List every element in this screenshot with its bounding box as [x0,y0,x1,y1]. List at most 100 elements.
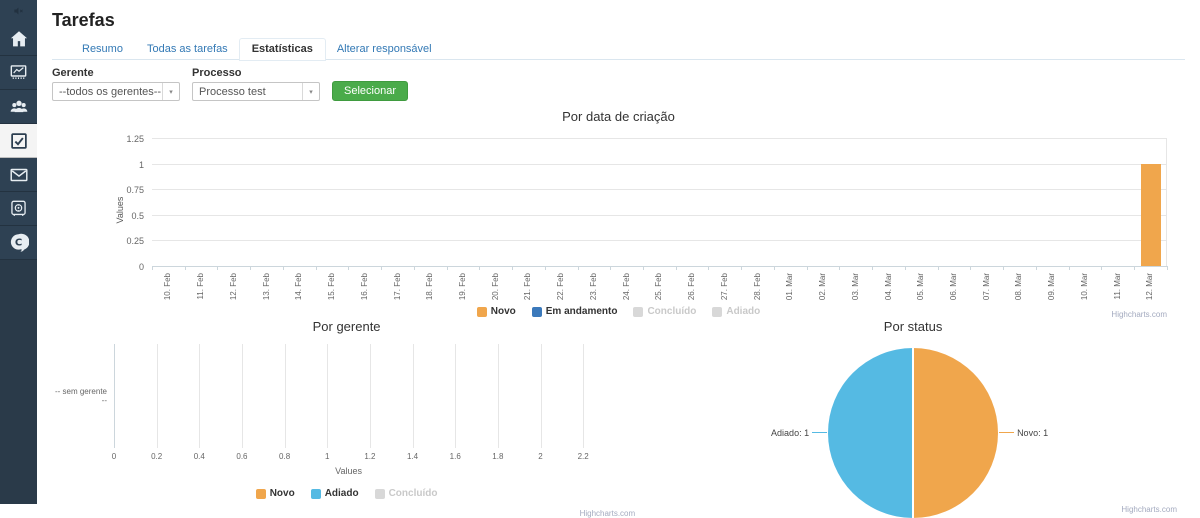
legend-swatch [374,488,385,499]
gridline: 0.25 [126,236,1167,246]
bottom-charts-row: Por gerente -- sem gerente -- 0 0.2 0.4 0.6… [52,319,1185,518]
gerente-select[interactable]: --todos os gerentes-- ▾ [52,82,180,101]
sidebar-item-safe[interactable] [0,192,37,226]
highcharts-credit[interactable]: Highcharts.com [1121,505,1177,514]
legend-item[interactable]: Adiado [310,488,359,499]
page-title: Tarefas [52,10,115,30]
gridline [369,344,371,448]
x-tick-label: 14. Feb [294,273,304,301]
gridline [284,344,286,448]
y-tick-label: 0 [138,262,144,272]
users-icon [10,100,27,112]
x-tick-label: 13. Feb [261,273,271,301]
x-category: 02. Mar [806,266,840,304]
x-category: 01. Mar [773,266,807,304]
x-tick-label: 1.2 [364,452,376,461]
gridline: 0.5 [131,211,1167,221]
x-category: 05. Mar [904,266,938,304]
legend-item[interactable]: Novo [476,306,516,317]
x-category: 14. Feb [282,266,316,304]
x-axis: 10. Feb 11. Feb 12. Feb 13. Feb 14. Feb … [152,266,1168,304]
processo-select-value: Processo test [199,85,266,98]
legend-item[interactable]: Novo [255,488,295,499]
x-category: 22. Feb [544,266,578,304]
chevron-down-icon: ▾ [162,83,179,100]
chart-por-data-de-criacao: Por data de criação Values 1.25 1 0.75 0… [52,109,1185,319]
x-tick-label: 25. Feb [654,273,664,301]
x-category: 15. Feb [315,266,349,304]
gridline [497,344,499,448]
x-tick-label: 01. Mar [785,273,795,301]
gerente-select-value: --todos os gerentes-- [59,85,162,98]
x-category: 24. Feb [610,266,643,304]
bar-novo[interactable] [1140,163,1161,266]
x-category: 10. Mar [1068,266,1102,304]
tab[interactable]: Estatísticas [239,39,325,60]
sidebar-item-reports[interactable] [0,56,37,90]
legend-swatch [633,306,644,317]
chart-title: Por status [883,319,943,334]
chart-title: Por gerente [312,319,381,334]
processo-label: Processo [192,67,242,79]
y-tick-label: 1.25 [126,134,144,144]
pie-data-label: Adiado: 1 [771,428,810,438]
tab[interactable]: Resumo [82,43,123,55]
sidebar-item-home[interactable] [0,22,37,56]
x-tick-label: 0 [111,452,117,461]
plot-body: -- sem gerente -- [52,344,641,448]
highcharts-credit[interactable]: Highcharts.com [579,509,636,518]
x-category: 18. Feb [413,266,447,304]
highcharts-credit[interactable]: Highcharts.com [1111,310,1167,319]
sidebar-spacer [0,260,37,504]
x-tick-label: 10. Mar [1079,273,1089,301]
x-tick-label: 27. Feb [719,273,729,301]
gridline [412,344,414,448]
sidebar-collapse-button[interactable] [0,0,37,22]
x-category: 10. Feb [152,266,185,304]
x-tick-label: 1.4 [406,452,419,461]
chart-board-icon [10,65,27,79]
sidebar-item-chat[interactable]: C [0,226,37,260]
legend-label: Concluído [647,306,697,317]
legend-item[interactable]: Concluído [633,306,696,317]
x-category: 26. Feb [675,266,709,304]
x-tick-label: 21. Feb [523,273,533,301]
gridline [241,344,243,448]
legend-item[interactable]: Em andamento [531,306,617,317]
x-category: 21. Feb [512,266,545,304]
sidebar-item-tasks[interactable] [0,124,37,158]
x-category: 28. Feb [741,266,774,304]
tasks-check-icon [10,132,27,149]
home-icon [10,30,27,46]
processo-select[interactable]: Processo test ▾ [192,82,320,101]
x-tick-label: 10. Feb [163,273,173,301]
gridline [199,344,201,448]
plot-area [114,344,585,448]
x-category: 20. Feb [479,266,512,304]
x-tick-label: 23. Feb [588,273,598,301]
x-category: 11. Feb [184,266,218,304]
sidebar-item-mail[interactable] [0,158,37,192]
legend-item[interactable]: Concluído [374,488,437,499]
legend-item[interactable]: Adiado [712,306,760,317]
y-tick-label: 1 [138,159,144,170]
legend-label: Adiado [324,488,359,499]
x-tick-label: 09. Mar [1047,273,1057,301]
selecionar-button[interactable]: Selecionar [332,81,408,101]
x-category: 17. Feb [381,266,414,304]
sidebar-item-users[interactable] [0,90,37,124]
x-tick-label: 2 [538,452,543,461]
tab[interactable]: Alterar responsável [336,43,432,55]
x-tick-label: 0.4 [193,452,205,461]
tab[interactable]: Todas as tarefas [146,43,228,55]
x-category: 12. Feb [217,266,250,304]
y-axis-title: Values [115,196,125,224]
x-tick-label: 1.6 [449,452,461,461]
x-tick-label: 26. Feb [687,273,697,301]
x-category: 09. Mar [1035,266,1069,304]
x-category: 16. Feb [348,266,381,304]
legend-swatch [310,488,321,499]
legend-label: Novo [269,488,295,499]
x-category: 25. Feb [643,266,676,304]
tab-bar: Resumo Todas as tarefas Estatísticas Altera… [52,39,1185,60]
